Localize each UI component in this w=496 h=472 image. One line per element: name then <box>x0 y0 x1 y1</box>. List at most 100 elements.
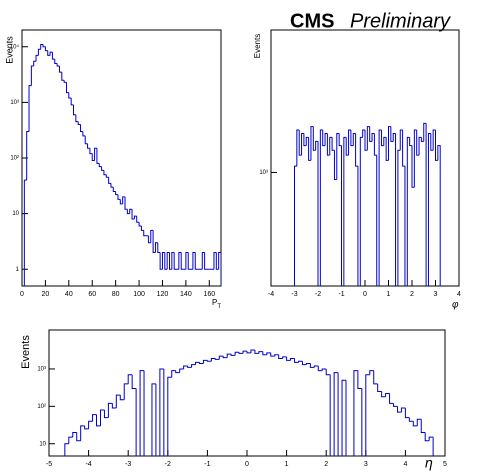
histogram-bin <box>112 187 116 192</box>
histogram-bin <box>58 66 62 73</box>
histogram-bin <box>99 409 105 426</box>
histogram-bin <box>26 130 30 181</box>
banner-title: CMS <box>290 10 334 32</box>
histogram-bin <box>91 153 95 162</box>
histogram-bin <box>312 126 316 151</box>
histogram-bin <box>140 225 144 231</box>
histogram-bin <box>317 141 319 286</box>
histogram-bin <box>161 252 165 270</box>
x-tick-label: 1 <box>387 291 391 298</box>
histogram-bin <box>357 166 359 286</box>
histogram-bin <box>103 170 107 176</box>
x-tick-label: -2 <box>165 461 171 468</box>
histogram-bin <box>218 252 221 286</box>
histogram-bin <box>361 388 363 456</box>
histogram-bin <box>110 183 114 188</box>
histogram-bin <box>301 361 307 366</box>
x-tick-label: 20 <box>42 291 50 298</box>
histogram-bin <box>355 133 358 167</box>
histogram-bin <box>400 407 406 413</box>
histogram-bin <box>159 368 164 456</box>
histogram-bin <box>70 97 74 106</box>
histogram-bin <box>369 126 373 142</box>
histogram-bin <box>42 44 46 48</box>
histogram-bin <box>105 174 109 178</box>
histogram-bin <box>329 136 333 156</box>
histogram-bin <box>61 72 65 81</box>
histogram-bin <box>258 351 263 354</box>
histogram-bin <box>33 60 37 67</box>
histogram-bin <box>171 252 175 270</box>
histogram-bin <box>377 383 382 392</box>
histogram-bin <box>385 137 389 161</box>
histogram-bin <box>337 372 339 456</box>
histogram-bin <box>63 80 67 83</box>
histogram-bin <box>35 54 39 62</box>
histogram-bin <box>303 133 307 147</box>
histogram-bin <box>331 137 335 151</box>
y-tick-label: 10³ <box>10 100 19 106</box>
histogram-bin <box>362 129 365 138</box>
histogram-bin <box>294 165 297 286</box>
y-tick-label: 10³ <box>37 367 46 373</box>
histogram-bin <box>159 252 163 270</box>
histogram-bin <box>82 131 86 137</box>
histogram-bin <box>308 137 311 161</box>
histogram-bin <box>385 393 390 397</box>
histogram-bin <box>157 242 161 254</box>
histogram-bin <box>198 362 204 364</box>
y-axis-label: Events <box>4 36 14 64</box>
histogram-bin <box>348 129 351 156</box>
histogram-bin <box>64 443 69 456</box>
histogram-bin <box>117 194 121 200</box>
x-tick-label: -2 <box>315 291 321 298</box>
histogram-bin <box>298 129 302 156</box>
histogram-bin <box>168 252 172 270</box>
histogram-bin <box>123 383 129 400</box>
histogram-bin <box>75 114 79 123</box>
histogram-bin <box>359 136 363 286</box>
histogram-bin <box>80 124 83 132</box>
x-tick-label: -4 <box>268 291 274 298</box>
histogram-bin <box>80 425 85 441</box>
histogram-bin <box>139 370 145 456</box>
histogram-bin <box>274 354 279 357</box>
histogram-bin <box>369 370 374 375</box>
histogram-bin <box>127 374 133 384</box>
histogram-bin <box>150 229 154 243</box>
histogram-bin <box>378 129 382 286</box>
histogram-bin <box>202 359 208 364</box>
y-tick-label: 10² <box>37 404 46 410</box>
x-tick-label: 5 <box>443 461 447 468</box>
histogram-bin <box>171 370 176 378</box>
x-tick-label: 0 <box>363 291 367 298</box>
histogram-bin <box>262 351 267 356</box>
histogram-bin <box>428 436 434 441</box>
histogram-bin <box>187 365 192 368</box>
x-axis-label: PT <box>212 298 221 309</box>
histogram-bin <box>366 126 370 151</box>
y-tick-label: 10 <box>12 211 19 217</box>
histogram-bin <box>133 215 137 220</box>
histogram-bin <box>270 352 275 357</box>
banner-subtitle: Preliminary <box>350 10 451 32</box>
histogram-bin <box>424 432 430 442</box>
histogram-bin <box>28 85 32 132</box>
histogram-bin <box>178 252 182 270</box>
histogram-bin <box>319 129 323 286</box>
histogram-bin <box>179 368 184 373</box>
histogram <box>23 43 221 286</box>
histogram-bin <box>413 129 417 188</box>
histogram-bin <box>185 252 189 270</box>
histogram-bin <box>376 155 378 286</box>
histogram-bin <box>395 133 397 286</box>
histogram-bin <box>238 352 244 354</box>
histogram-bin <box>73 104 76 116</box>
histogram-bin <box>180 252 184 270</box>
histogram-bin <box>187 252 191 270</box>
histogram-bin <box>72 431 77 438</box>
histogram-bin <box>416 129 420 156</box>
y-tick-label: 10 <box>39 441 46 447</box>
